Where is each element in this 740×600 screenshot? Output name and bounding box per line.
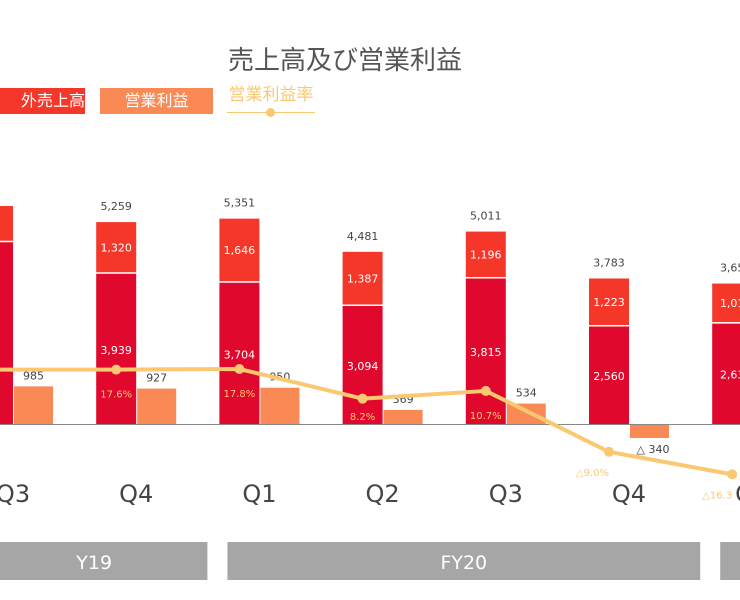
fiscal-year-band bbox=[0, 542, 208, 580]
total-value-label: 5,259 bbox=[100, 200, 132, 213]
upper-value-label: 1,01 bbox=[720, 297, 740, 310]
quarter-label: Q3 bbox=[489, 480, 523, 508]
total-value-label: 5,351 bbox=[224, 197, 256, 210]
bar-upper-segment bbox=[342, 251, 383, 305]
quarter-label: Q4 bbox=[612, 480, 646, 508]
quarter-label: Q1 bbox=[242, 480, 276, 508]
bar-operating-profit bbox=[137, 388, 177, 424]
upper-value-label: 1,223 bbox=[593, 296, 625, 309]
bar-lower-segment bbox=[589, 326, 629, 424]
margin-label: 17.8% bbox=[224, 389, 256, 400]
legend-operating-profit: 営業利益 bbox=[100, 88, 213, 114]
bar-upper-segment bbox=[712, 283, 740, 323]
total-value-label: 3,783 bbox=[593, 256, 625, 269]
fiscal-year-band bbox=[720, 542, 740, 580]
margin-label: △16.3 bbox=[702, 490, 732, 501]
bar-lower-segment bbox=[0, 242, 13, 424]
lower-value-label: 3,704 bbox=[224, 348, 256, 361]
upper-value-label: 1,320 bbox=[100, 241, 132, 254]
bar-operating-profit bbox=[383, 409, 423, 424]
operating-profit-label: 927 bbox=[146, 372, 167, 385]
quarter-label: Q2 bbox=[366, 480, 400, 508]
margin-label: 8.2% bbox=[350, 412, 375, 423]
margin-point bbox=[357, 393, 368, 404]
bar-lower-segment bbox=[219, 282, 260, 424]
bar-lower-segment bbox=[712, 323, 740, 424]
total-value-label: 5,011 bbox=[470, 210, 502, 223]
bar-upper-segment bbox=[0, 206, 13, 242]
bar-upper-segment bbox=[465, 231, 506, 278]
chart-title: 売上高及び営業利益 bbox=[227, 46, 462, 76]
lower-value-label: 2,63 bbox=[720, 369, 740, 382]
upper-value-label: 1,646 bbox=[224, 244, 256, 257]
margin-point bbox=[234, 363, 245, 374]
margin-point bbox=[111, 364, 122, 375]
quarter-label: Q4 bbox=[119, 480, 153, 508]
bar-upper-segment bbox=[96, 222, 137, 273]
margin-label: 17.6% bbox=[100, 390, 132, 401]
quarter-label: Q3 bbox=[0, 480, 30, 508]
upper-value-label: 1,387 bbox=[347, 272, 379, 285]
total-value-label: 4,481 bbox=[347, 230, 379, 243]
fiscal-year-label: Y19 bbox=[75, 552, 112, 574]
bar-lower-segment bbox=[96, 273, 137, 424]
margin-point bbox=[604, 446, 614, 457]
bar-upper-segment bbox=[589, 278, 629, 326]
margin-label: 10.7% bbox=[470, 411, 502, 422]
bar-operating-profit bbox=[630, 425, 669, 438]
fiscal-year-band bbox=[227, 542, 701, 580]
bar-upper-segment bbox=[219, 218, 260, 282]
lower-value-label: 3,815 bbox=[470, 346, 502, 359]
quarter-label: Q1 bbox=[735, 480, 740, 508]
margin-point bbox=[480, 385, 491, 396]
legend-operating-margin: 営業利益率 bbox=[228, 85, 314, 105]
operating-profit-label: 985 bbox=[23, 369, 44, 382]
legend-overseas-sales: 外売上高 bbox=[0, 88, 85, 114]
bar-operating-profit bbox=[14, 386, 53, 424]
fiscal-year-label: FY20 bbox=[440, 552, 487, 574]
margin-point bbox=[727, 469, 738, 480]
lower-value-label: 3,939 bbox=[100, 344, 132, 357]
lower-value-label: 3,094 bbox=[347, 360, 379, 373]
bar-operating-profit bbox=[506, 403, 546, 424]
legend-margin-marker bbox=[266, 108, 275, 117]
total-value-label: 3,65 bbox=[720, 262, 740, 275]
operating-profit-label: △ 340 bbox=[637, 443, 670, 456]
bar-lower-segment bbox=[342, 305, 383, 424]
operating-profit-label: 534 bbox=[516, 387, 537, 400]
bar-operating-profit bbox=[260, 387, 300, 424]
margin-label: △9.0% bbox=[576, 468, 609, 479]
lower-value-label: 2,560 bbox=[593, 370, 625, 383]
upper-value-label: 1,196 bbox=[470, 248, 502, 261]
